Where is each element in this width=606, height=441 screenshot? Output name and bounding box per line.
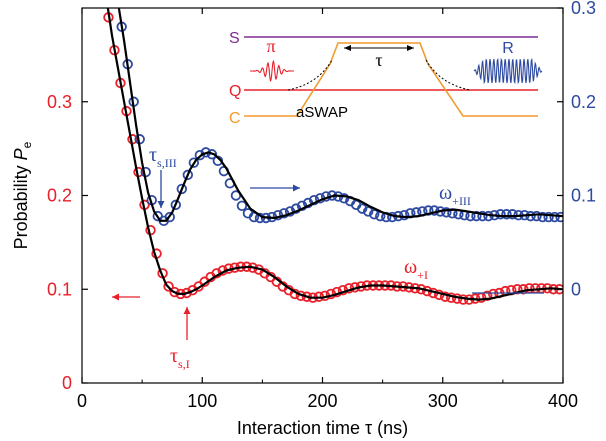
data-point xyxy=(176,183,188,195)
x-tick-label: 100 xyxy=(187,391,217,411)
x-tick-label: 0 xyxy=(77,391,87,411)
data-point xyxy=(543,211,554,223)
inset-tau-label: τ xyxy=(375,50,382,70)
right-tick-label: 0 xyxy=(571,279,581,299)
annotations: τs,III ω+III τs,I ω+I xyxy=(112,144,544,371)
right-tick-label: 0.3 xyxy=(571,0,596,18)
data-point xyxy=(555,211,563,223)
data-point xyxy=(194,149,206,161)
left-axis-label: Probability Pe xyxy=(11,141,34,249)
data-point xyxy=(163,281,174,292)
inset-label-s: S xyxy=(229,30,240,47)
inset-tau-arrow-heads xyxy=(344,45,414,51)
inset-c-pulse xyxy=(244,42,538,117)
left-tick-label: 0.3 xyxy=(47,92,72,112)
tau-s1-label: τs,I xyxy=(170,345,190,371)
data-point xyxy=(482,290,493,302)
data-point xyxy=(356,203,368,214)
left-tick-label: 0.2 xyxy=(47,186,72,206)
inset-r-pulse xyxy=(473,57,543,85)
data-point xyxy=(362,206,374,217)
x-tick-label: 200 xyxy=(307,391,337,411)
data-point xyxy=(439,291,451,302)
inset-dotted-right xyxy=(425,59,471,91)
data-point xyxy=(477,210,488,222)
data-point xyxy=(111,0,120,3)
data-point xyxy=(495,209,506,220)
data-point xyxy=(206,149,218,160)
red-axis-arrow-head xyxy=(112,293,119,301)
inset-aswap-label: aSWAP xyxy=(296,104,348,121)
fit-curve-1 xyxy=(106,8,563,301)
data-point xyxy=(164,211,175,223)
tau-s1-arrow-head xyxy=(183,307,191,314)
data-point xyxy=(501,209,512,220)
x-tick-label: 300 xyxy=(428,391,458,411)
data-point xyxy=(236,200,248,212)
series-layer xyxy=(103,0,563,305)
inset-pi-pulse xyxy=(250,59,294,83)
data-point xyxy=(369,209,380,220)
right-tick-label: 0.1 xyxy=(571,186,596,206)
right-tick-label: 0.2 xyxy=(571,92,596,112)
x-axis-label: Interaction time τ (ns) xyxy=(237,418,408,438)
data-point xyxy=(507,209,518,220)
axes: 0 100 200 300 400 Interaction time τ (ns) 0 0.1… xyxy=(11,0,596,438)
omega-3-label: ω+III xyxy=(439,182,471,208)
data-point xyxy=(537,211,548,223)
data-point xyxy=(170,199,181,211)
inset-r-label: R xyxy=(502,40,514,57)
left-tick-label: 0 xyxy=(62,373,72,393)
data-point xyxy=(441,207,452,218)
left-tick-label: 0.1 xyxy=(47,279,72,299)
x-tick-label: 400 xyxy=(548,391,578,411)
data-point xyxy=(182,169,194,181)
inset-pi-label: π xyxy=(266,36,275,56)
tau-s3-label: τs,III xyxy=(149,144,177,170)
data-point xyxy=(549,211,560,223)
data-point xyxy=(188,157,200,168)
fit-curve-2 xyxy=(117,8,563,222)
data-point xyxy=(248,211,260,223)
data-point xyxy=(338,193,350,204)
inset-label-c: C xyxy=(229,110,241,127)
data-point xyxy=(169,286,180,298)
data-point xyxy=(399,209,410,221)
tau-s3-arrow-head xyxy=(157,201,165,208)
inset-dotted-left xyxy=(287,59,333,91)
omega-1-label: ω+I xyxy=(404,256,428,282)
blue-axis-arrow-head xyxy=(293,184,300,192)
inset-label-q: Q xyxy=(229,83,241,100)
data-point xyxy=(531,210,542,222)
